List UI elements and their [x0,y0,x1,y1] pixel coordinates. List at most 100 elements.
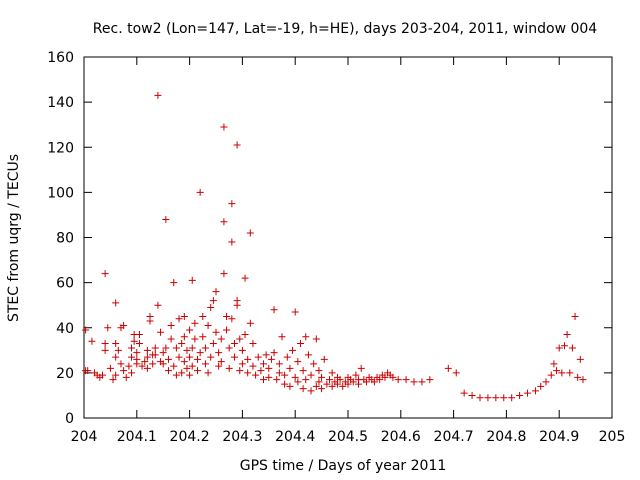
data-point [333,380,341,388]
data-point [101,270,109,278]
x-tick-label: 204.2 [170,429,210,445]
data-point [362,378,370,386]
data-point [238,360,246,368]
data-point [326,376,334,384]
data-point [241,274,249,282]
data-point [151,344,159,352]
data-point [146,312,154,320]
data-point [260,360,268,368]
data-point [191,319,199,327]
data-point [344,380,352,388]
data-point [265,373,273,381]
data-point [122,373,130,381]
data-point [299,367,307,375]
data-point [339,382,347,390]
data-point [114,346,122,354]
data-point [106,364,114,372]
data-point [186,326,194,334]
data-point [286,382,294,390]
data-point [138,362,146,370]
data-point [180,358,188,366]
data-point [199,333,207,341]
data-point [143,364,151,372]
data-point [281,380,289,388]
data-point [275,360,283,368]
data-point [199,312,207,320]
data-point [228,238,236,246]
data-point [304,351,312,359]
data-point [120,321,128,329]
data-point [267,355,275,363]
data-point [172,344,180,352]
data-point [294,358,302,366]
data-point [550,360,558,368]
data-point [299,385,307,393]
data-point [167,321,175,329]
data-point [128,369,136,377]
data-point [531,387,539,395]
data-point [178,369,186,377]
data-point [246,319,254,327]
chart-title: Rec. tow2 (Lon=147, Lat=-19, h=HE), days… [93,21,597,37]
data-point [426,376,434,384]
data-point [558,369,566,377]
data-point [112,353,120,361]
data-point [104,324,112,332]
data-point [112,299,120,307]
data-point [257,367,265,375]
data-point [286,364,294,372]
data-point [183,364,191,372]
data-point [476,394,484,402]
y-tick-label: 60 [56,276,74,292]
data-point [273,376,281,384]
data-point [167,335,175,343]
data-point [460,389,468,397]
data-point [542,378,550,386]
data-point [128,344,136,352]
x-tick-label: 204.8 [486,429,526,445]
data-point [188,344,196,352]
x-tick-label: 204.9 [539,429,579,445]
data-point [328,369,336,377]
data-point [296,340,304,348]
data-point [516,391,524,399]
data-point [307,371,315,379]
data-point [170,279,178,287]
data-point [162,215,170,223]
data-point [217,358,225,366]
data-point [183,346,191,354]
data-point [112,371,120,379]
data-point [207,353,215,361]
data-point [402,376,410,384]
data-point [289,346,297,354]
data-point [394,376,402,384]
data-point [209,340,217,348]
data-point [149,360,157,368]
data-point [563,331,571,339]
data-point [236,367,244,375]
data-point [230,353,238,361]
data-point [249,362,257,370]
data-point [355,380,363,388]
data-point [191,335,199,343]
data-point [170,362,178,370]
data-point [228,200,236,208]
data-point [101,340,109,348]
data-point [318,385,326,393]
x-tick-label: 204 [71,429,98,445]
data-point [154,301,162,309]
data-point [228,315,236,323]
data-point [524,389,532,397]
data-point [270,306,278,314]
data-point [568,344,576,352]
y-tick-label: 120 [47,140,74,156]
data-point [323,380,331,388]
data-point [484,394,492,402]
data-point [212,328,220,336]
data-point [88,337,96,345]
data-point [312,335,320,343]
y-axis-label: STEC from uqrg / TECUs [6,154,22,322]
y-tick-label: 0 [65,411,74,427]
data-point [281,371,289,379]
